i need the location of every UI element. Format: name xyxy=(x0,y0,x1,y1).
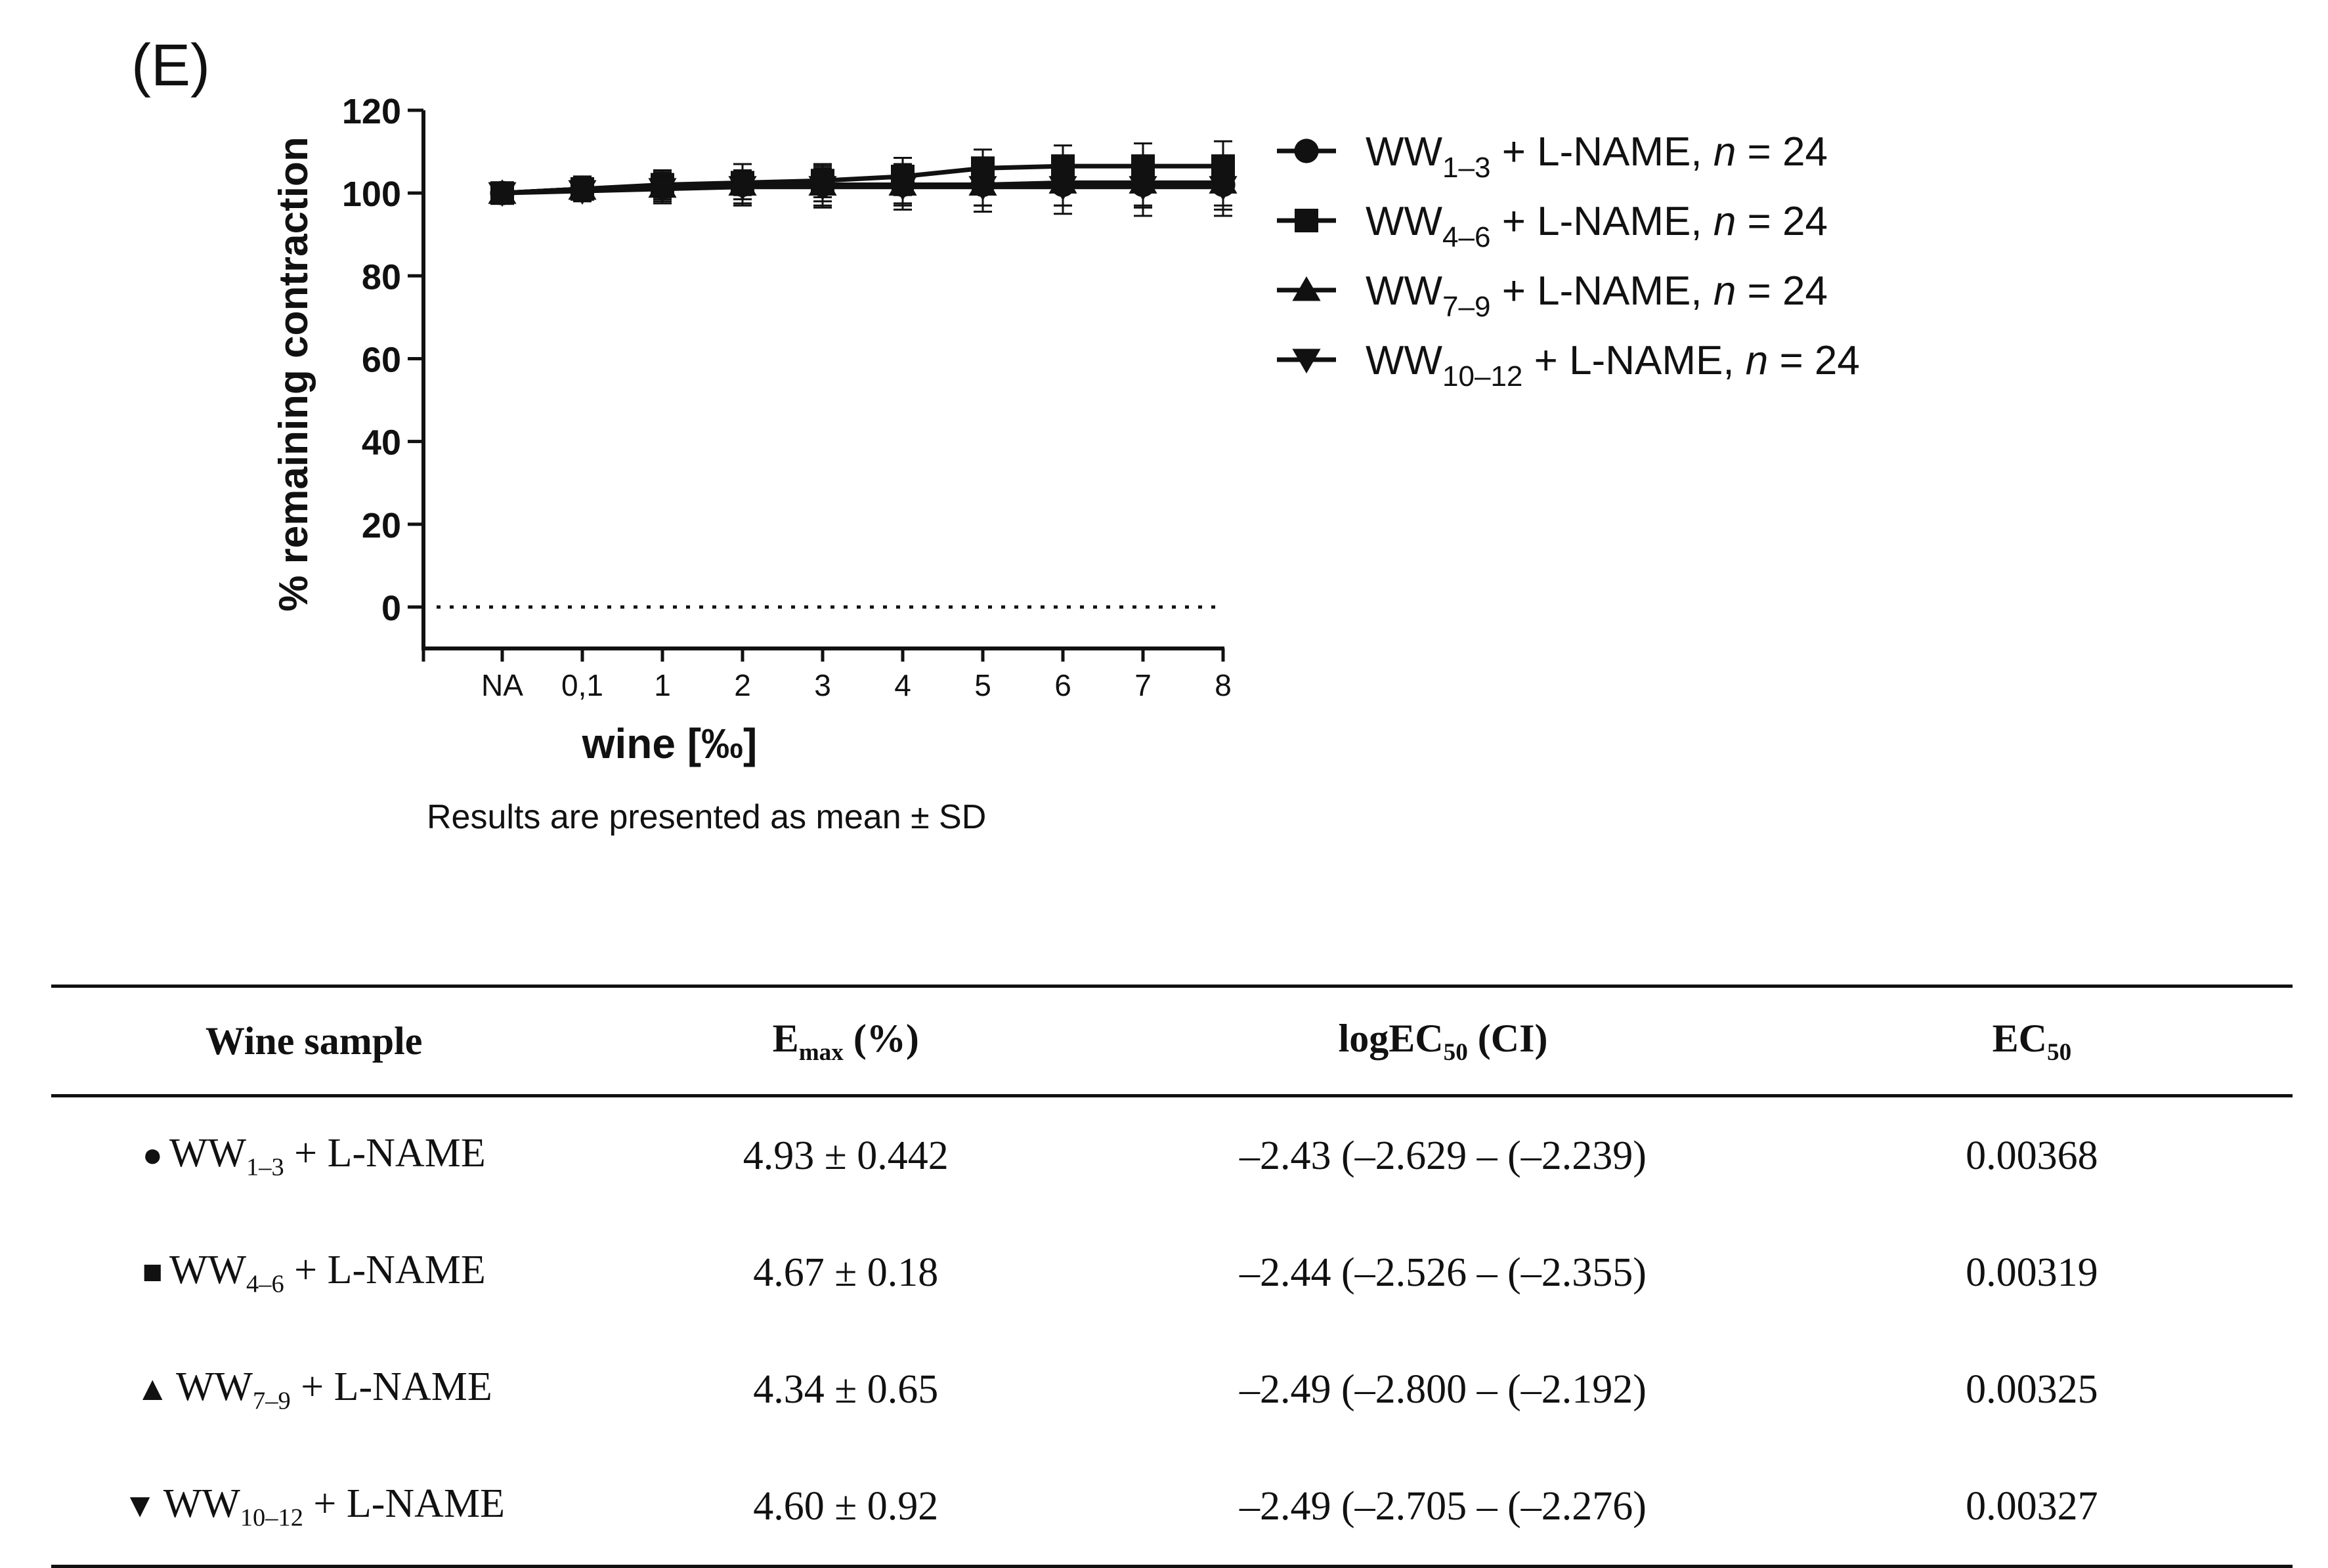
header-emax-suffix: (%) xyxy=(843,1016,919,1060)
marker-square-icon: ■ xyxy=(142,1253,163,1291)
y-tick-label: 80 xyxy=(362,257,401,297)
data-point-triangle-down xyxy=(568,180,597,205)
sample-base: WW xyxy=(169,1130,247,1176)
x-tick-label: 2 xyxy=(734,668,751,702)
marker-triangle-up-icon: ▲ xyxy=(135,1370,169,1408)
cell-ec50: 0.00368 xyxy=(1966,1133,2098,1178)
header-emax-sub: max xyxy=(798,1038,844,1066)
legend-entry-label: WW4–6 + L-NAME, n = 24 xyxy=(1366,199,1828,253)
data-point-triangle-down xyxy=(888,176,917,201)
x-axis-label: wine [‰] xyxy=(582,720,758,767)
cell-logec50: –2.49 (–2.800 – (–2.192) xyxy=(1239,1367,1647,1412)
x-tick-label: NA xyxy=(481,668,523,702)
data-point-triangle-down xyxy=(1292,349,1321,373)
y-tick-label: 40 xyxy=(362,423,401,463)
sample-sub: 1–3 xyxy=(246,1153,284,1181)
data-point-triangle-down xyxy=(808,176,837,201)
header-ec50: EC50 xyxy=(1771,985,2293,1097)
x-tick-label: 7 xyxy=(1134,668,1152,702)
chart-series xyxy=(488,140,1238,217)
y-tick-label: 100 xyxy=(342,175,401,214)
sample-suffix: + L-NAME xyxy=(303,1481,505,1526)
data-point-triangle-down xyxy=(1129,176,1157,201)
cell-ec50: 0.00319 xyxy=(1966,1250,2098,1295)
legend-entry-label: WW10–12 + L-NAME, n = 24 xyxy=(1366,338,1860,392)
data-point-triangle-down xyxy=(728,176,757,201)
table-header-row: Wine sample Emax (%) logEC50 (CI) EC50 xyxy=(51,985,2293,1097)
legend-entry-label: WW1–3 + L-NAME, n = 24 xyxy=(1366,129,1828,184)
chart-legend: WW1–3 + L-NAME, n = 24 WW4–6 + L-NAME, n … xyxy=(1277,129,1860,392)
cell-logec50: –2.44 (–2.526 – (–2.355) xyxy=(1239,1250,1647,1295)
sample-base: WW xyxy=(176,1364,253,1409)
sample-sub: 7–9 xyxy=(253,1387,291,1415)
y-tick-label: 120 xyxy=(342,92,401,131)
table-row: ▼ WW10–12 + L-NAME 4.60 ± 0.92 –2.49 (–2.… xyxy=(51,1448,2293,1568)
marker-circle-icon: ● xyxy=(142,1136,163,1174)
table-row: ▲ WW7–9 + L-NAME 4.34 ± 0.65 –2.49 (–2.80… xyxy=(51,1331,2293,1448)
y-tick-label: 20 xyxy=(362,506,401,545)
sample-base: WW xyxy=(163,1481,240,1526)
cell-logec50: –2.43 (–2.629 – (–2.239) xyxy=(1239,1133,1647,1178)
cell-sample: ▲ WW7–9 + L-NAME xyxy=(51,1331,576,1448)
header-log-base: logEC xyxy=(1338,1016,1444,1060)
legend-entry-label: WW7–9 + L-NAME, n = 24 xyxy=(1366,268,1828,323)
header-ec-base: EC xyxy=(1992,1016,2047,1060)
cell-sample: ● WW1–3 + L-NAME xyxy=(51,1096,576,1215)
cell-ec50: 0.00325 xyxy=(1966,1367,2098,1412)
y-tick-label: 60 xyxy=(362,340,401,379)
cell-sample: ■ WW4–6 + L-NAME xyxy=(51,1214,576,1331)
x-tick-label: 5 xyxy=(974,668,991,702)
data-point-circle xyxy=(1294,138,1319,163)
series-line xyxy=(502,184,1223,196)
sample-suffix: + L-NAME xyxy=(284,1247,486,1292)
sample-suffix: + L-NAME xyxy=(290,1364,492,1409)
sample-base: WW xyxy=(169,1247,247,1292)
header-log-suffix: (CI) xyxy=(1467,1016,1548,1060)
cell-emax: 4.93 ± 0.442 xyxy=(743,1133,949,1178)
data-point-triangle-down xyxy=(648,178,677,203)
y-tick-label: 0 xyxy=(381,589,401,628)
data-point-triangle-down xyxy=(1209,176,1238,201)
data-point-triangle-down xyxy=(1048,176,1077,201)
x-tick-label: 1 xyxy=(654,668,671,702)
table-row: ■ WW4–6 + L-NAME 4.67 ± 0.18 –2.44 (–2.52… xyxy=(51,1214,2293,1331)
sample-sub: 10–12 xyxy=(240,1504,303,1532)
cell-emax: 4.67 ± 0.18 xyxy=(753,1250,939,1295)
header-emax: Emax (%) xyxy=(576,985,1115,1097)
x-tick-label: 0,1 xyxy=(561,668,603,702)
cell-logec50: –2.49 (–2.705 – (–2.276) xyxy=(1115,1448,1771,1568)
cell-emax: 4.60 ± 0.92 xyxy=(576,1448,1115,1568)
table-row: ● WW1–3 + L-NAME 4.93 ± 0.442 –2.43 (–2.6… xyxy=(51,1096,2293,1215)
chart-axes: 0 20 40 60 80 100 120 NA 0,1 1 2 3 4 5 6 7 8 xyxy=(342,92,1232,702)
header-wine-sample: Wine sample xyxy=(51,985,577,1097)
x-tick-label: 6 xyxy=(1054,668,1071,702)
y-axis-label: % remaining contraction xyxy=(271,137,316,611)
cell-ec50: 0.00327 xyxy=(1771,1448,2293,1568)
panel-label: (E) xyxy=(131,33,210,98)
data-point-square xyxy=(1295,209,1318,232)
x-tick-label: 3 xyxy=(814,668,831,702)
marker-triangle-down-icon: ▼ xyxy=(123,1487,157,1525)
header-emax-base: E xyxy=(772,1016,799,1060)
results-table: Wine sample Emax (%) logEC50 (CI) EC50 ●… xyxy=(51,985,2293,1568)
sample-sub: 4–6 xyxy=(246,1270,284,1298)
data-point-triangle-down xyxy=(968,176,997,201)
data-point-triangle-up xyxy=(1292,276,1321,301)
dose-response-chart: (E) 0 20 40 60 80 100 120 NA 0,1 1 2 3 4 5 6 7 8 wine [‰… xyxy=(131,33,1860,836)
cell-sample: ▼ WW10–12 + L-NAME xyxy=(51,1448,577,1568)
x-tick-label: 4 xyxy=(894,668,911,702)
sample-suffix: + L-NAME xyxy=(284,1130,486,1176)
header-log-sub: 50 xyxy=(1443,1038,1468,1066)
data-point-triangle-down xyxy=(488,182,517,207)
header-logec50: logEC50 (CI) xyxy=(1115,985,1771,1097)
header-ec-sub: 50 xyxy=(2046,1038,2072,1066)
results-note: Results are presented as mean ± SD xyxy=(427,798,986,836)
x-tick-label: 8 xyxy=(1215,668,1232,702)
cell-emax: 4.34 ± 0.65 xyxy=(753,1367,939,1412)
